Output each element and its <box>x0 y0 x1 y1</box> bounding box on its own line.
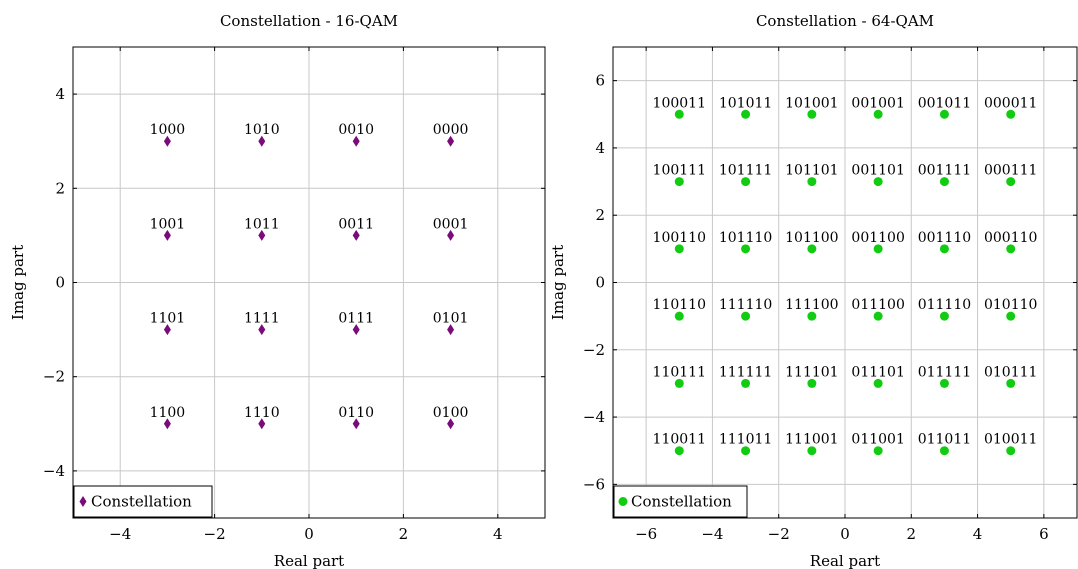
chart-title: Constellation - 16-QAM <box>220 12 398 30</box>
point-label: 0110 <box>338 405 374 421</box>
x-tick-label: 4 <box>973 525 983 543</box>
point-label: 011100 <box>851 297 904 313</box>
point-label: 100111 <box>653 163 706 179</box>
point-label: 110011 <box>653 432 706 448</box>
x-axis-label: Real part <box>274 552 344 569</box>
point-label: 1010 <box>244 122 280 138</box>
point-label: 101111 <box>719 163 772 179</box>
point-label: 0100 <box>433 405 469 421</box>
y-tick-label: 0 <box>595 274 605 292</box>
point-label: 110111 <box>653 364 706 380</box>
chart-title: Constellation - 64-QAM <box>756 12 934 30</box>
point-label: 101100 <box>785 230 838 246</box>
point-label: 000011 <box>984 95 1037 111</box>
y-tick-label: −2 <box>43 368 65 386</box>
legend-marker <box>619 497 628 506</box>
legend-label: Constellation <box>91 493 192 511</box>
point-label: 010110 <box>984 297 1037 313</box>
y-tick-label: 4 <box>595 139 605 157</box>
point-label: 0111 <box>338 311 374 327</box>
chart-16qam: −4 −2 0 2 4 −4 −2 0 2 4 1000 1010 0010 0000 1001 1011 00… <box>9 12 545 569</box>
point-label: 1011 <box>244 216 280 232</box>
y-axis-label: Imag part <box>549 245 567 320</box>
legend: Constellation <box>614 486 747 517</box>
point-label: 0101 <box>433 311 469 327</box>
x-tick-label: 0 <box>840 525 850 543</box>
y-tick-label: 4 <box>55 85 65 103</box>
point-label: 010011 <box>984 432 1037 448</box>
point-label: 001011 <box>918 95 971 111</box>
point-label: 111011 <box>719 432 772 448</box>
x-tick-label: 6 <box>1039 525 1049 543</box>
x-tick-label: −2 <box>204 525 226 543</box>
point-label: 111111 <box>719 364 772 380</box>
x-axis-label: Real part <box>810 552 880 569</box>
y-axis-label: Imag part <box>9 245 27 320</box>
point-label: 0011 <box>338 216 374 232</box>
point-label: 101110 <box>719 230 772 246</box>
point-label: 0001 <box>433 216 469 232</box>
y-tick-label: 0 <box>55 274 65 292</box>
point-label: 101001 <box>785 95 838 111</box>
x-tick-label: −2 <box>768 525 790 543</box>
point-label: 100011 <box>653 95 706 111</box>
point-label: 1001 <box>150 216 186 232</box>
legend: Constellation <box>74 486 212 517</box>
point-label: 111100 <box>785 297 838 313</box>
x-tick-label: −6 <box>635 525 657 543</box>
grid <box>73 47 545 518</box>
y-tick-label: −4 <box>43 462 65 480</box>
point-label: 001101 <box>851 163 904 179</box>
y-tick-label: 6 <box>595 72 605 90</box>
y-tick-label: 2 <box>55 179 65 197</box>
point-label: 001100 <box>851 230 904 246</box>
point-label: 010111 <box>984 364 1037 380</box>
y-tick-label: 2 <box>595 206 605 224</box>
x-tick-label: −4 <box>109 525 131 543</box>
x-tick-label: 2 <box>399 525 409 543</box>
point-label: 011011 <box>918 432 971 448</box>
point-label: 000111 <box>984 163 1037 179</box>
point-label: 001111 <box>918 163 971 179</box>
point-label: 0000 <box>433 122 469 138</box>
y-tick-label: −6 <box>583 475 605 493</box>
point-label: 011101 <box>851 364 904 380</box>
point-label: 011001 <box>851 432 904 448</box>
chart-64qam: −6 −4 −2 0 2 4 6 −6 −4 −2 0 2 4 6 100011 101011 101001 00… <box>549 12 1077 569</box>
point-label: 1100 <box>150 405 186 421</box>
point-label: 111001 <box>785 432 838 448</box>
point-label: 100110 <box>653 230 706 246</box>
x-tick-label: 4 <box>493 525 503 543</box>
point-label: 101101 <box>785 163 838 179</box>
x-tick-label: −4 <box>701 525 723 543</box>
point-label: 0010 <box>338 122 374 138</box>
point-label: 1000 <box>150 122 186 138</box>
point-label: 111110 <box>719 297 772 313</box>
x-tick-label: 2 <box>907 525 917 543</box>
y-tick-label: −4 <box>583 408 605 426</box>
point-label: 011111 <box>918 364 971 380</box>
point-label: 110110 <box>653 297 706 313</box>
x-tick-label: 0 <box>304 525 314 543</box>
point-label: 001001 <box>851 95 904 111</box>
point-label: 000110 <box>984 230 1037 246</box>
y-tick-label: −2 <box>583 341 605 359</box>
point-label: 1111 <box>244 311 280 327</box>
point-label: 011110 <box>918 297 971 313</box>
point-label: 1101 <box>150 311 186 327</box>
point-label: 111101 <box>785 364 838 380</box>
point-label: 001110 <box>918 230 971 246</box>
point-label: 1110 <box>244 405 280 421</box>
point-label: 101011 <box>719 95 772 111</box>
legend-label: Constellation <box>631 493 732 511</box>
